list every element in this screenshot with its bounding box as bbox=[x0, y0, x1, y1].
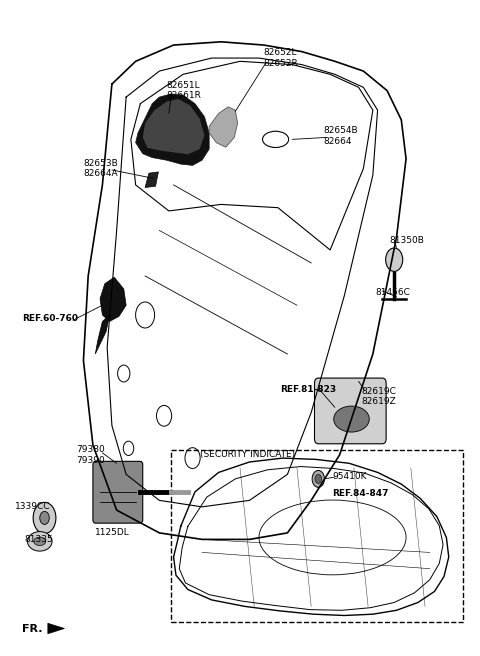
Ellipse shape bbox=[34, 537, 46, 546]
Text: 81335: 81335 bbox=[24, 535, 53, 544]
Polygon shape bbox=[48, 623, 64, 634]
Text: 81350B: 81350B bbox=[389, 236, 424, 245]
Text: 82653B
82664A: 82653B 82664A bbox=[84, 159, 118, 178]
Text: 79380
79390: 79380 79390 bbox=[76, 445, 105, 464]
Circle shape bbox=[385, 248, 403, 272]
Text: REF.84-847: REF.84-847 bbox=[333, 489, 389, 499]
Polygon shape bbox=[136, 94, 209, 165]
Polygon shape bbox=[209, 107, 238, 147]
Text: 82654B
82664: 82654B 82664 bbox=[323, 127, 358, 146]
Circle shape bbox=[40, 512, 49, 524]
Text: REF.60-760: REF.60-760 bbox=[22, 314, 78, 323]
Polygon shape bbox=[143, 99, 204, 154]
Circle shape bbox=[312, 470, 324, 487]
Polygon shape bbox=[145, 172, 158, 188]
Text: 82651L
82661R: 82651L 82661R bbox=[167, 81, 201, 100]
Text: REF.81-823: REF.81-823 bbox=[280, 385, 336, 394]
Text: FR.: FR. bbox=[22, 623, 42, 634]
Text: 1339CC: 1339CC bbox=[14, 502, 50, 512]
Text: (SECURITY INDICATE): (SECURITY INDICATE) bbox=[200, 450, 295, 459]
Polygon shape bbox=[96, 315, 109, 354]
FancyBboxPatch shape bbox=[314, 378, 386, 443]
Polygon shape bbox=[100, 277, 126, 321]
Text: 82652L
82652R: 82652L 82652R bbox=[264, 49, 299, 68]
FancyBboxPatch shape bbox=[93, 461, 143, 523]
Text: 95410K: 95410K bbox=[333, 472, 367, 481]
Bar bbox=[171, 449, 463, 622]
Circle shape bbox=[33, 502, 56, 533]
Text: 82619C
82619Z: 82619C 82619Z bbox=[361, 386, 396, 406]
Ellipse shape bbox=[27, 531, 52, 551]
Ellipse shape bbox=[334, 406, 369, 432]
Text: 81456C: 81456C bbox=[375, 288, 410, 297]
Circle shape bbox=[315, 474, 322, 483]
Text: 1125DL: 1125DL bbox=[96, 528, 130, 537]
